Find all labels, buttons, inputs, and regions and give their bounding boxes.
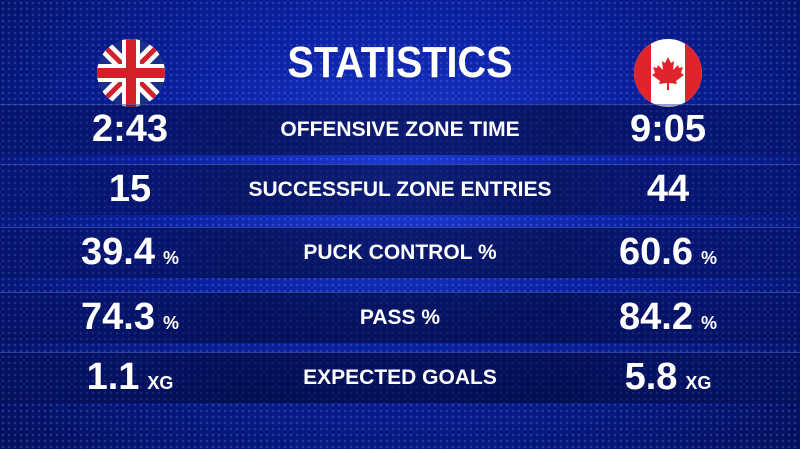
right-value: 9:05: [538, 108, 798, 151]
value-text: 9:05: [629, 108, 707, 150]
left-value: 15: [0, 168, 260, 211]
unit: %: [700, 313, 717, 333]
value-text: 2:43: [91, 108, 169, 150]
stat-label: PASS %: [359, 306, 441, 329]
left-value: 74.3%: [0, 296, 260, 339]
left-value: 1.1 XG: [0, 356, 260, 399]
right-value: 60.6%: [538, 231, 798, 274]
value-text: 44: [646, 168, 690, 210]
uk-flag: [97, 39, 165, 107]
row-band: [0, 104, 800, 155]
canada-flag: [634, 39, 702, 107]
row-band: [0, 227, 800, 278]
stat-label: PUCK CONTROL %: [303, 241, 497, 264]
value-text: 5.8: [624, 356, 678, 398]
row-band: [0, 352, 800, 403]
unit: %: [162, 248, 179, 268]
value-text: 1.1: [86, 356, 140, 398]
left-value: 39.4%: [0, 231, 260, 274]
value-text: 74.3: [81, 296, 155, 338]
unit: XG: [685, 373, 712, 393]
unit: %: [162, 313, 179, 333]
value-text: 60.6: [619, 231, 693, 273]
stat-label: OFFENSIVE ZONE TIME: [280, 118, 520, 141]
unit: XG: [147, 373, 174, 393]
value-text: 84.2: [619, 296, 693, 338]
stat-label: SUCCESSFUL ZONE ENTRIES: [248, 178, 552, 201]
row-band: [0, 164, 800, 215]
right-value: 84.2%: [538, 296, 798, 339]
value-text: 15: [108, 168, 152, 210]
row-band: [0, 292, 800, 343]
value-text: 39.4: [81, 231, 155, 273]
unit: %: [700, 248, 717, 268]
right-value: 5.8 XG: [538, 356, 798, 399]
stat-label: EXPECTED GOALS: [303, 366, 497, 389]
right-value: 44: [538, 168, 798, 211]
title: STATISTICS: [287, 38, 513, 87]
left-value: 2:43: [0, 108, 260, 151]
